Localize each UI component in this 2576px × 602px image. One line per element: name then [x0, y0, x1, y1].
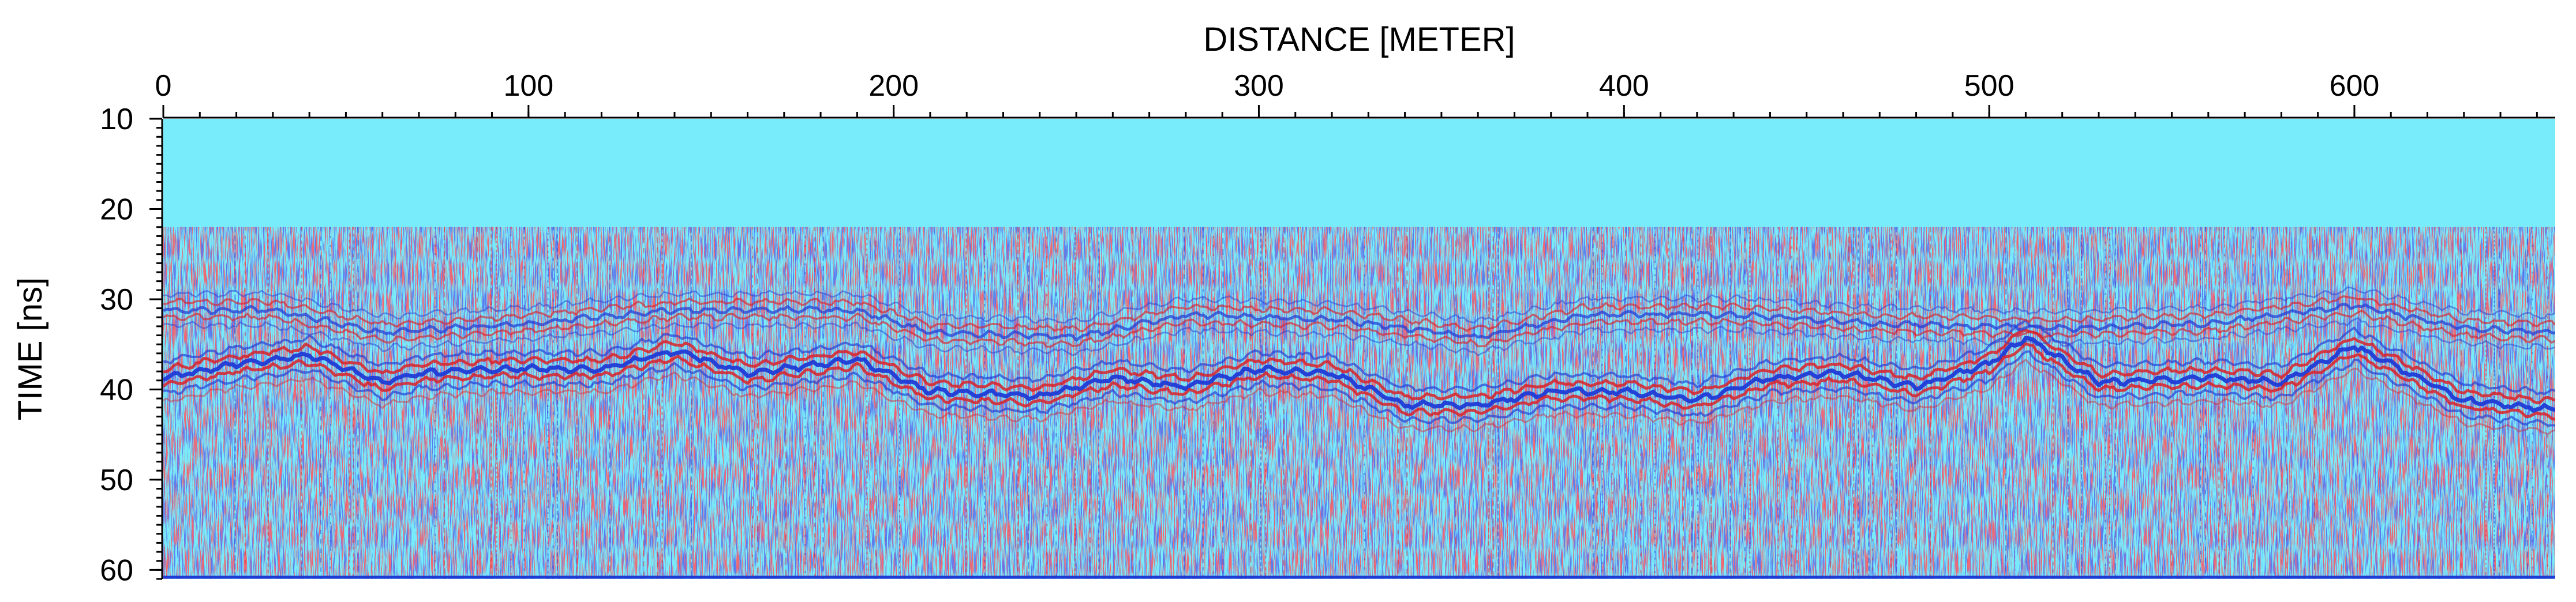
plot-area: [163, 119, 2555, 579]
reflector-line: [163, 342, 2555, 421]
reflector-line: [163, 286, 2555, 324]
reflector-line: [163, 350, 2555, 427]
reflector-line: [163, 336, 2555, 413]
y-tick-label: 60: [100, 554, 133, 587]
reflector-line: [163, 319, 2555, 396]
x-tick-label: 0: [155, 69, 172, 103]
reflector-line: [163, 317, 2555, 356]
vertical-trace-streaks: [164, 227, 2552, 579]
blank-time-band: [163, 119, 2555, 227]
y-tick-label: 10: [100, 103, 133, 136]
reflector-line: [163, 328, 2555, 405]
y-tick-label: 40: [100, 373, 133, 407]
x-axis: 0 100 200 300 400 500 600: [155, 69, 2555, 119]
x-tick-label: 500: [1964, 69, 2015, 103]
reflector-bands: [163, 286, 2555, 435]
reflector-line: [163, 359, 2555, 435]
x-tick-label: 200: [868, 69, 919, 103]
x-tick-label: 400: [1599, 69, 1649, 103]
reflector-line: [163, 309, 2555, 348]
y-tick-label: 50: [100, 464, 133, 497]
x-tick-label: 300: [1234, 69, 1284, 103]
reflector-line: [163, 295, 2555, 333]
y-tick-label: 20: [100, 193, 133, 226]
y-axis: 10 20 30 40 50 60: [100, 103, 163, 587]
x-axis-title: DISTANCE [METER]: [1203, 21, 1515, 58]
y-tick-label: 30: [100, 283, 133, 317]
x-tick-label: 100: [503, 69, 553, 103]
reflector-line: [163, 303, 2555, 342]
y-axis-title: TIME [ns]: [12, 277, 49, 420]
x-tick-label: 600: [2330, 69, 2380, 103]
